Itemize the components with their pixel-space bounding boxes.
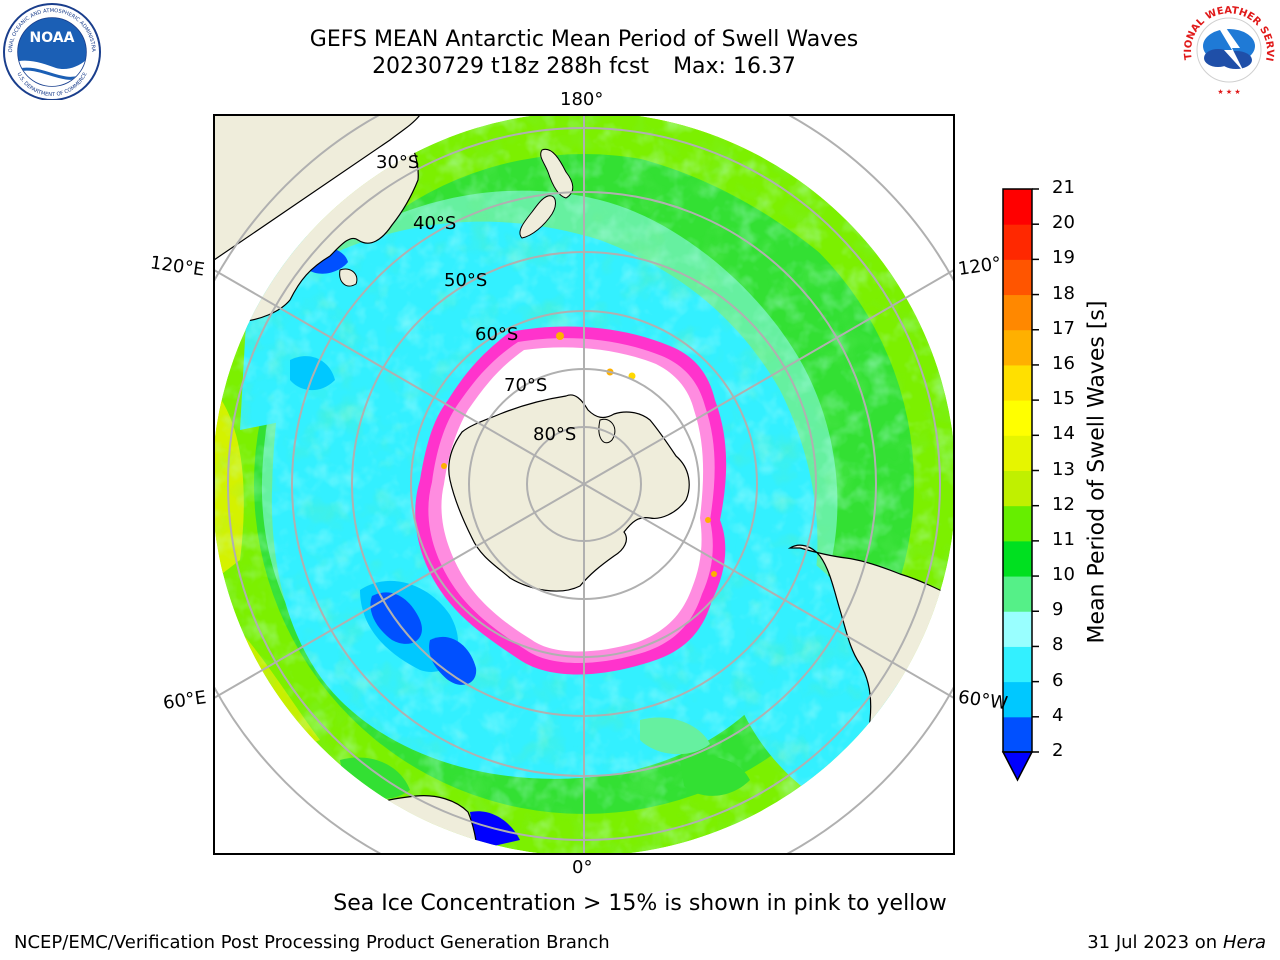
colorbar-swatch: [1003, 681, 1032, 718]
new-zealand-land: [540, 148, 574, 199]
lat-label-30s: 30°S: [376, 152, 420, 173]
footer-on-text: on: [1194, 932, 1218, 953]
lat-label-40s: 40°S: [413, 213, 457, 234]
colorbar-tick-label: 21: [1052, 177, 1075, 198]
svg-text:★ ★ ★: ★ ★ ★: [1217, 88, 1240, 96]
colorbar: [1001, 188, 1039, 782]
lon-label-180: 180°: [560, 89, 604, 110]
noaa-logo-text: NOAA: [30, 30, 75, 46]
forecast-run-text: 20230729 t18z 288h fcst: [372, 54, 650, 79]
max-value-text: Max: 16.37: [673, 54, 796, 79]
colorbar-swatch: [1003, 470, 1032, 507]
colorbar-swatch: [1003, 646, 1032, 683]
lat-label-70s: 70°S: [504, 375, 548, 396]
colorbar-swatch: [1003, 224, 1032, 260]
colorbar-tick-label: 9: [1052, 599, 1064, 621]
colorbar-tick-label: 10: [1052, 564, 1075, 586]
colorbar-swatch: [1003, 505, 1032, 542]
colorbar-tick-label: 15: [1052, 388, 1075, 410]
colorbar-tick-label: 18: [1052, 282, 1075, 304]
lat-label-50s: 50°S: [444, 270, 488, 291]
sea-ice-note: Sea Ice Concentration > 15% is shown in …: [333, 891, 947, 916]
colorbar-label: Mean Period of Swell Waves [s]: [1084, 300, 1110, 644]
colorbar-swatch: [1003, 294, 1032, 331]
colorbar-tick-label: 14: [1052, 423, 1075, 445]
footer-date-text: 31 Jul 2023: [1087, 932, 1190, 953]
nws-logo: NATIONAL WEATHER SERVICE ★ ★ ★: [1178, 0, 1275, 96]
graticule: [214, 115, 954, 854]
colorbar-swatch: [1003, 189, 1032, 225]
colorbar-tick-label: 13: [1052, 458, 1075, 480]
colorbar-swatch: [1003, 364, 1032, 401]
colorbar-tick-label: 8: [1052, 634, 1064, 656]
colorbar-tick-label: 12: [1052, 493, 1075, 515]
map-frame: [213, 114, 955, 855]
chart-title: GEFS MEAN Antarctic Mean Period of Swell…: [309, 27, 859, 52]
colorbar-tick-label: 4: [1052, 704, 1064, 726]
colorbar-swatch: [1003, 259, 1032, 296]
colorbar-tick-label: 11: [1052, 528, 1075, 550]
footer-branch: NCEP/EMC/Verification Post Processing Pr…: [14, 932, 610, 953]
lat-label-80s: 80°S: [533, 424, 577, 445]
noaa-logo: NOAA NATIONAL OCEANIC AND ATMOSPHERIC AD…: [0, 0, 101, 100]
lon-label-0: 0°: [572, 857, 593, 878]
colorbar-tick-label: 6: [1052, 669, 1064, 691]
lat-label-60s: 60°S: [475, 324, 519, 345]
colorbar-swatch: [1003, 329, 1032, 366]
colorbar-tick-label: 16: [1052, 352, 1075, 374]
colorbar-tick-label: 20: [1052, 212, 1075, 234]
colorbar-swatch: [1003, 576, 1032, 612]
colorbar-swatch: [1003, 540, 1032, 577]
colorbar-extend-arrow: [1001, 751, 1034, 782]
colorbar-swatch: [1003, 435, 1032, 471]
colorbar-swatch: [1003, 716, 1032, 753]
colorbar-tick-label: 17: [1052, 317, 1075, 339]
chart-subtitle: 20230729 t18z 288h fcst Max: 16.37: [0, 54, 1168, 79]
footer-machine: Hera: [1222, 932, 1266, 953]
colorbar-swatch: [1003, 400, 1032, 436]
footer-date: 31 Jul 2023 on Hera: [1087, 932, 1266, 953]
colorbar-tick-label: 2: [1052, 740, 1064, 761]
colorbar-swatch: [1003, 611, 1032, 647]
colorbar-tick-label: 19: [1052, 247, 1075, 269]
